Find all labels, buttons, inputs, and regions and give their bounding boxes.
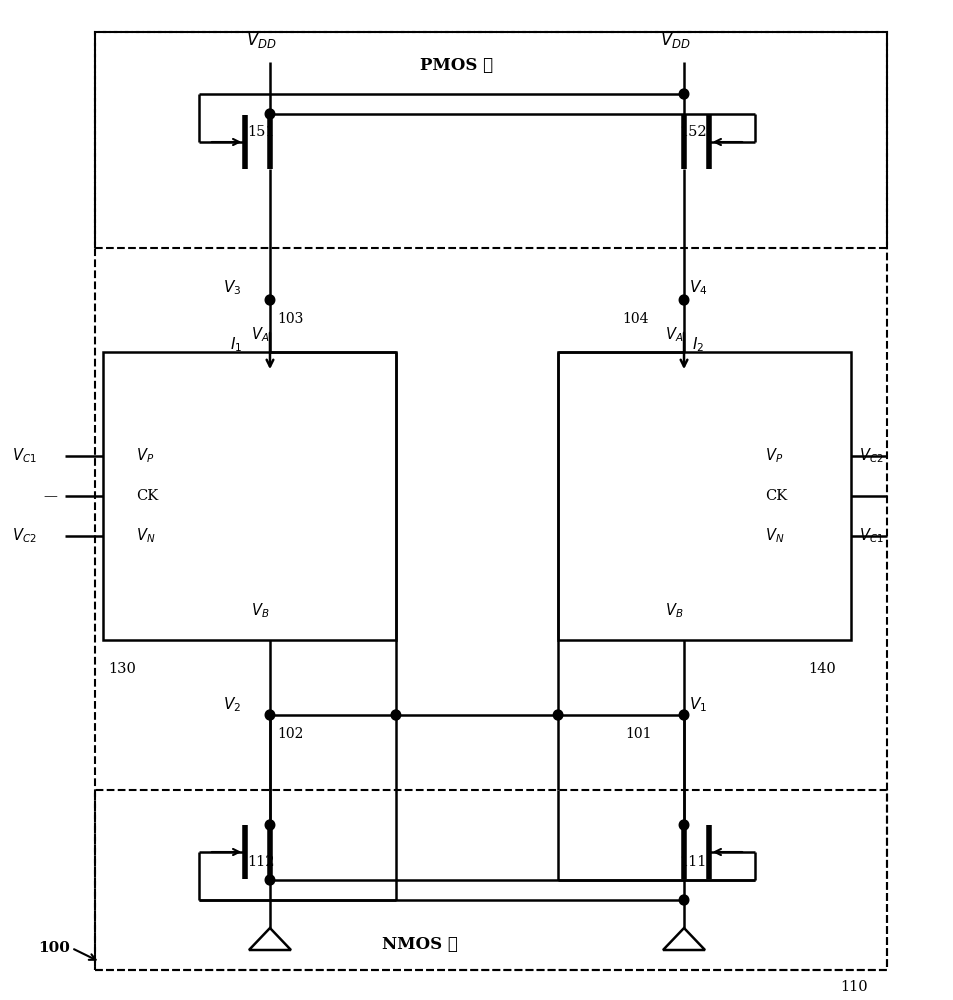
Bar xyxy=(95,790,886,970)
Text: $V_B$: $V_B$ xyxy=(664,601,683,620)
Text: $V_A$: $V_A$ xyxy=(664,325,683,344)
Text: —: — xyxy=(858,489,872,503)
Text: $V_{C2}$: $V_{C2}$ xyxy=(12,527,37,545)
Text: 103: 103 xyxy=(277,312,304,326)
Text: $V_{DD}$: $V_{DD}$ xyxy=(659,30,690,50)
Text: $V_{C2}$: $V_{C2}$ xyxy=(858,447,882,465)
Circle shape xyxy=(679,820,688,830)
Text: $V_A$: $V_A$ xyxy=(251,325,270,344)
Text: PMOS 对: PMOS 对 xyxy=(419,57,493,74)
Text: $V_1$: $V_1$ xyxy=(688,696,706,714)
Circle shape xyxy=(265,295,274,305)
Text: CK: CK xyxy=(764,489,786,503)
Bar xyxy=(95,32,886,970)
Text: 152: 152 xyxy=(679,125,706,139)
Text: 112: 112 xyxy=(247,855,274,869)
Text: $V_P$: $V_P$ xyxy=(136,447,154,465)
Text: CK: CK xyxy=(136,489,158,503)
Circle shape xyxy=(391,710,400,720)
Circle shape xyxy=(679,895,688,905)
Circle shape xyxy=(679,295,688,305)
Text: 130: 130 xyxy=(108,662,135,676)
Text: —: — xyxy=(44,489,58,503)
Text: $V_{DD}$: $V_{DD}$ xyxy=(246,30,276,50)
Text: $I_1$: $I_1$ xyxy=(230,336,242,354)
Text: $V_3$: $V_3$ xyxy=(223,279,241,297)
Text: $V_{C1}$: $V_{C1}$ xyxy=(858,527,882,545)
Text: $V_4$: $V_4$ xyxy=(688,279,706,297)
Bar xyxy=(558,352,850,640)
Circle shape xyxy=(265,820,274,830)
Text: NMOS 对: NMOS 对 xyxy=(381,936,457,954)
Text: $V_N$: $V_N$ xyxy=(136,527,155,545)
Text: 110: 110 xyxy=(840,980,867,994)
Text: 140: 140 xyxy=(807,662,835,676)
Text: $V_{C1}$: $V_{C1}$ xyxy=(12,447,37,465)
Text: $V_2$: $V_2$ xyxy=(223,696,241,714)
Circle shape xyxy=(265,710,274,720)
Circle shape xyxy=(553,710,562,720)
Circle shape xyxy=(679,710,688,720)
Circle shape xyxy=(679,89,688,99)
Bar xyxy=(103,352,395,640)
Text: 151: 151 xyxy=(247,125,274,139)
Text: 111: 111 xyxy=(679,855,706,869)
Text: 100: 100 xyxy=(38,941,70,955)
Circle shape xyxy=(265,875,274,885)
Text: $V_N$: $V_N$ xyxy=(764,527,783,545)
Text: $V_B$: $V_B$ xyxy=(251,601,270,620)
Circle shape xyxy=(265,109,274,119)
Text: 102: 102 xyxy=(277,727,304,741)
Text: 101: 101 xyxy=(624,727,651,741)
Text: $V_P$: $V_P$ xyxy=(764,447,782,465)
Text: $I_2$: $I_2$ xyxy=(691,336,703,354)
Text: 104: 104 xyxy=(621,312,648,326)
Bar xyxy=(95,32,886,248)
